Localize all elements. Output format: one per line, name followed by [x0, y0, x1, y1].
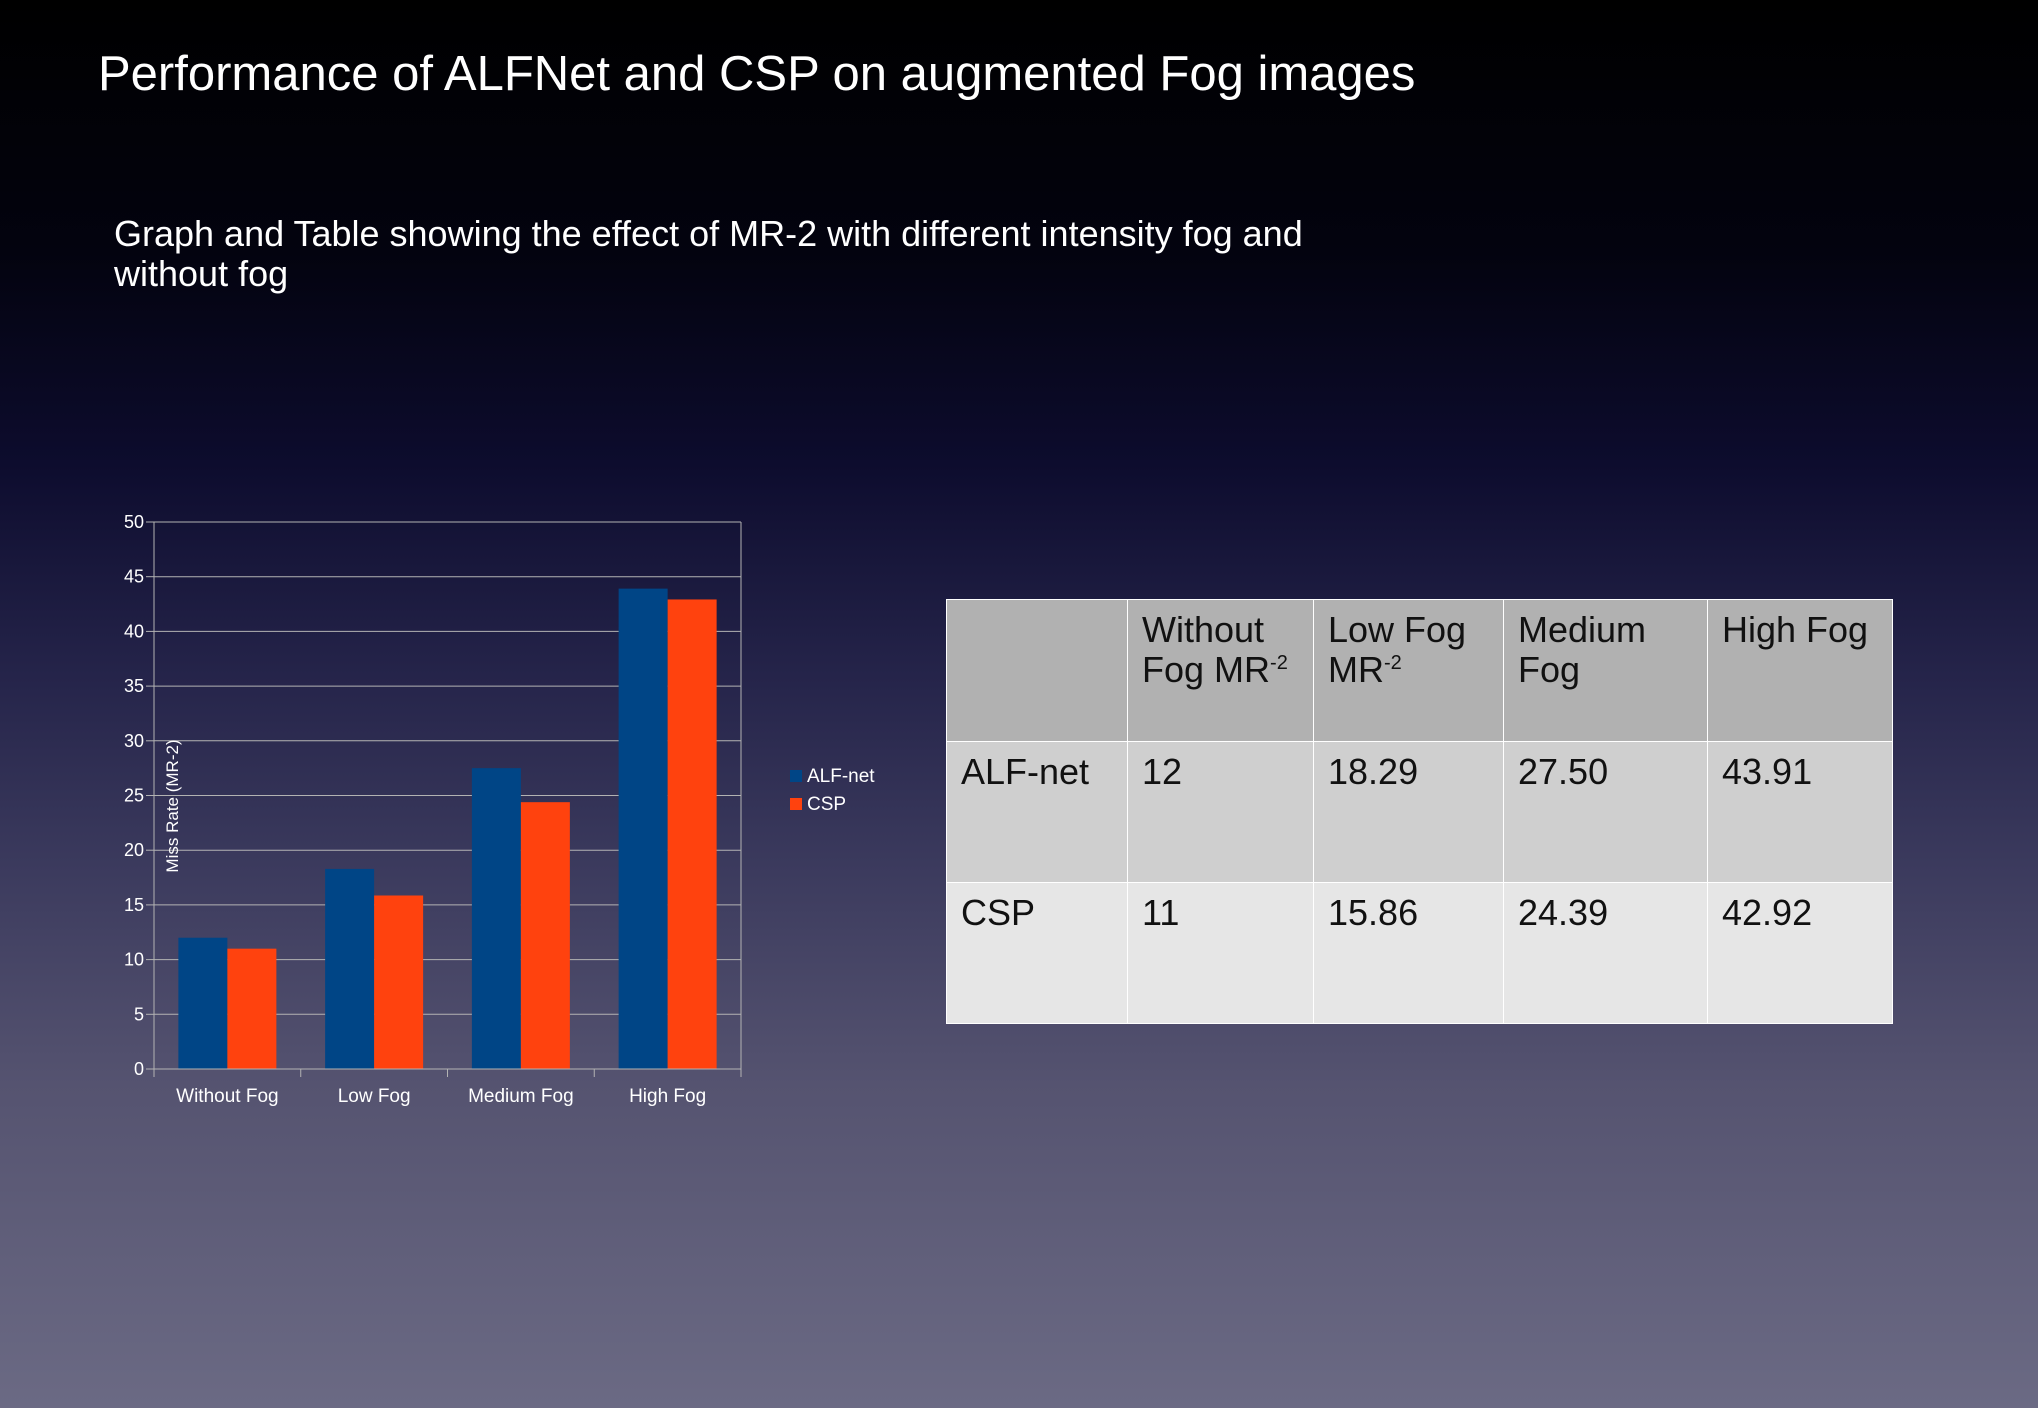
bar-alf-net	[471, 768, 521, 1069]
x-tick-label: Medium Fog	[468, 1086, 574, 1107]
y-axis-label: Miss Rate (MR-2)	[163, 739, 182, 872]
bar-alf-net	[618, 588, 668, 1069]
y-tick-label: 25	[124, 786, 144, 806]
y-tick-label: 45	[124, 567, 144, 587]
row-label-cell: CSP	[946, 882, 1128, 1024]
table-cell: 12	[1127, 741, 1314, 883]
table-cell: 27.50	[1503, 741, 1708, 883]
y-tick-label: 35	[124, 676, 144, 696]
table-cell: 24.39	[1503, 882, 1708, 1024]
table-cell: 43.91	[1707, 741, 1893, 883]
bar-alf-net	[178, 937, 228, 1069]
x-tick-label: Low Fog	[338, 1086, 411, 1107]
bar-csp	[667, 599, 717, 1069]
table-header-cell: Low Fog MR-2	[1313, 599, 1504, 742]
x-tick-label: High Fog	[629, 1086, 706, 1107]
bar-csp	[227, 948, 277, 1069]
legend-swatch	[790, 770, 802, 782]
table-header-cell: Medium Fog	[1503, 599, 1708, 742]
y-tick-label: 15	[124, 895, 144, 915]
bar-csp	[374, 895, 424, 1069]
y-tick-label: 20	[124, 840, 144, 860]
table-cell: 18.29	[1313, 741, 1504, 883]
y-tick-label: 50	[124, 512, 144, 532]
legend-label: CSP	[807, 794, 846, 815]
bar-chart: 0 5 10 15 20 25 30 35 40 45 50 Without Fog Low Fog Me…	[124, 512, 875, 1107]
table-header-cell	[946, 599, 1128, 742]
y-tick-label: 0	[134, 1059, 144, 1079]
legend-label: ALF-net	[807, 766, 875, 787]
table-cell: 15.86	[1313, 882, 1504, 1024]
table-row: CSP 11 15.86 24.39 42.92	[946, 882, 1893, 1024]
x-tick-label: Without Fog	[176, 1086, 278, 1107]
legend-swatch	[790, 798, 802, 810]
table-header-cell: Without Fog MR-2	[1127, 599, 1314, 742]
slide-subtitle: Graph and Table showing the effect of MR…	[114, 213, 1303, 294]
y-tick-label: 40	[124, 621, 144, 641]
table-header-cell: High Fog	[1707, 599, 1893, 742]
results-table: Without Fog MR-2 Low Fog MR-2 Medium Fog…	[946, 599, 1893, 1024]
y-tick-label: 30	[124, 731, 144, 751]
table-header-row: Without Fog MR-2 Low Fog MR-2 Medium Fog…	[946, 599, 1893, 742]
y-tick-label: 5	[134, 1004, 144, 1024]
table-row: ALF-net 12 18.29 27.50 43.91	[946, 741, 1893, 883]
bar-alf-net	[325, 868, 375, 1069]
row-label-cell: ALF-net	[946, 741, 1128, 883]
bar-csp	[520, 802, 570, 1069]
slide-title: Performance of ALFNet and CSP on augment…	[98, 47, 1416, 101]
y-tick-label: 10	[124, 950, 144, 970]
table-cell: 11	[1127, 882, 1314, 1024]
table-cell: 42.92	[1707, 882, 1893, 1024]
